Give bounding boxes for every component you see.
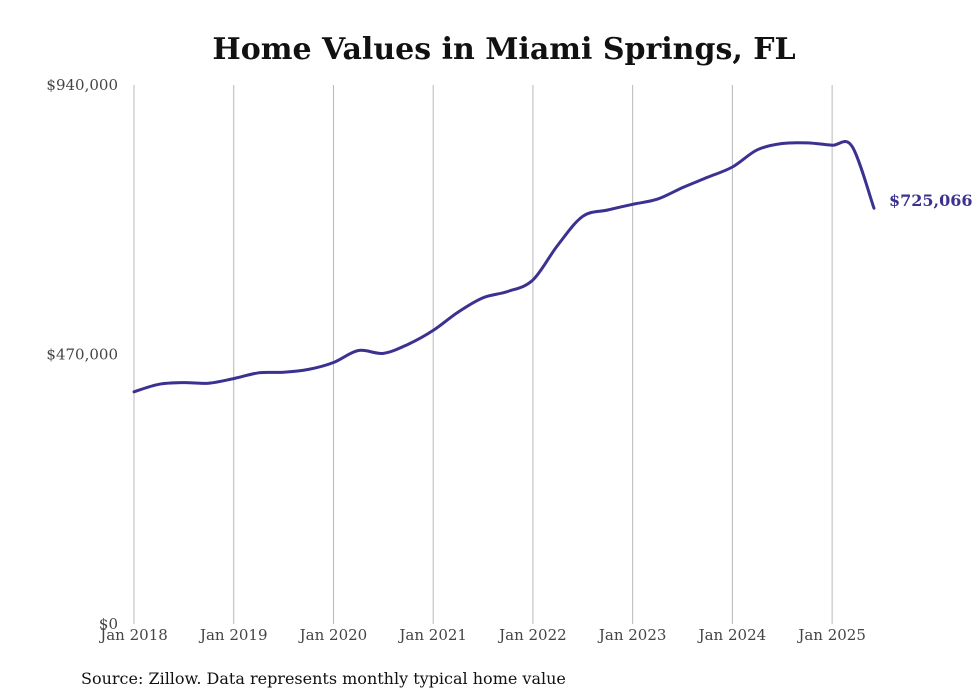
vertical-gridlines xyxy=(133,85,833,624)
y-tick-label: $940,000 xyxy=(46,76,118,94)
x-tick-label: Jan 2023 xyxy=(597,626,667,644)
y-tick-label: $0 xyxy=(99,615,118,633)
x-tick-label: Jan 2018 xyxy=(98,626,168,644)
end-value-label: $725,066 xyxy=(889,191,973,210)
y-tick-label: $470,000 xyxy=(46,346,118,364)
x-tick-label: Jan 2024 xyxy=(697,626,767,644)
x-tick-label: Jan 2021 xyxy=(397,626,467,644)
x-tick-label: Jan 2020 xyxy=(298,626,368,644)
x-axis-ticks: Jan 2018 Jan 2019 Jan 2020 Jan 2021 Jan 2022… xyxy=(98,626,866,644)
source-note: Source: Zillow. Data represents monthly … xyxy=(81,669,566,688)
x-tick-label: Jan 2022 xyxy=(497,626,567,644)
x-tick-label: Jan 2025 xyxy=(796,626,866,644)
x-tick-label: Jan 2019 xyxy=(198,626,268,644)
chart-title: Home Values in Miami Springs, FL xyxy=(212,32,795,67)
y-axis-ticks: $0 $470,000 $940,000 xyxy=(46,76,118,633)
home-value-line xyxy=(132,140,876,394)
